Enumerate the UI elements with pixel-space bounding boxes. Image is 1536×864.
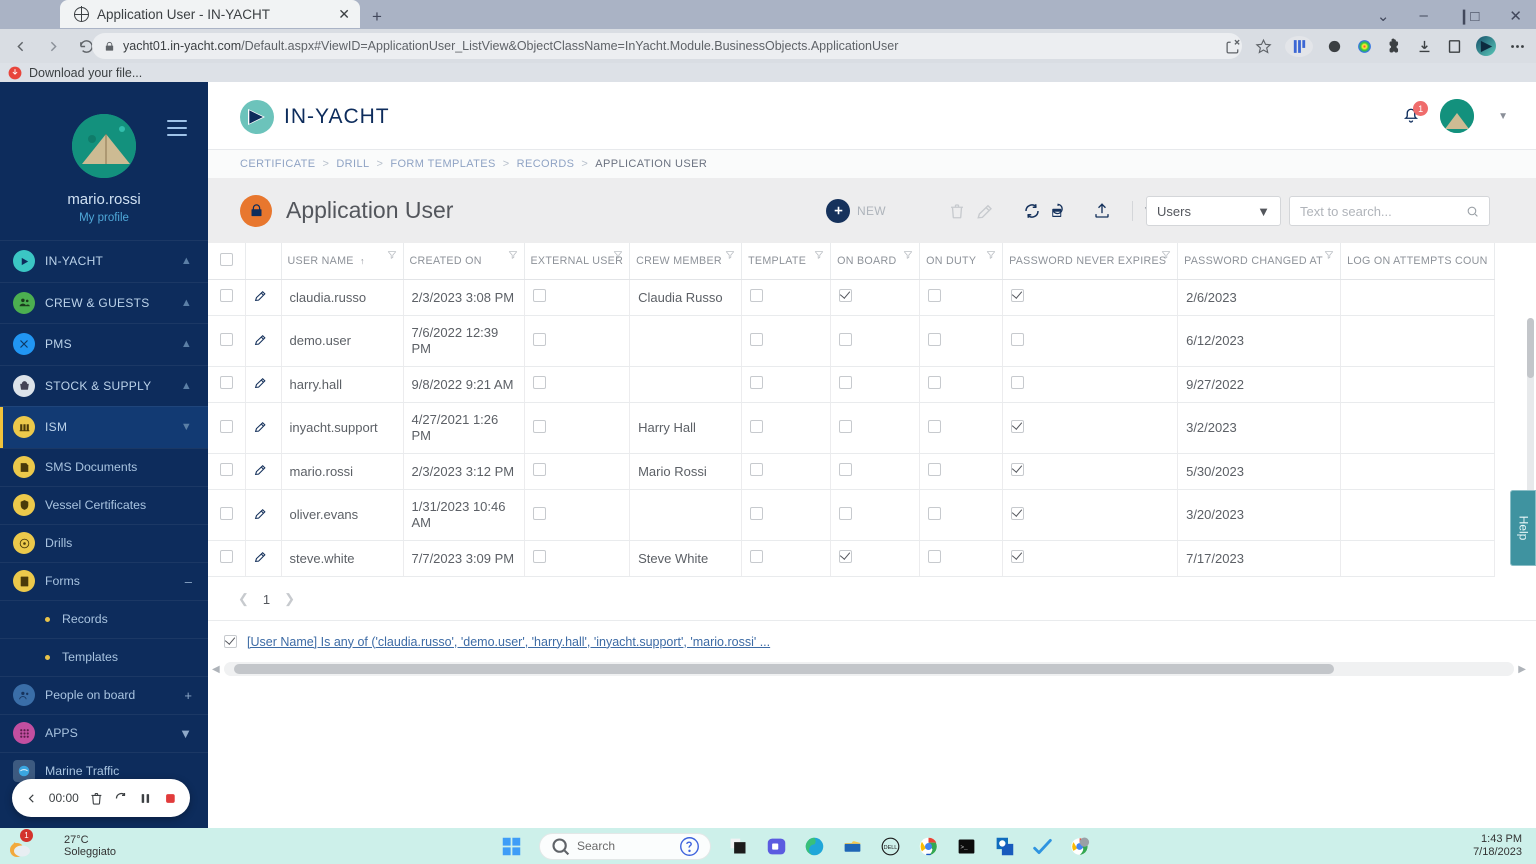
svg-text:>_: >_ [960, 844, 968, 851]
svg-text:DELL: DELL [884, 844, 898, 850]
